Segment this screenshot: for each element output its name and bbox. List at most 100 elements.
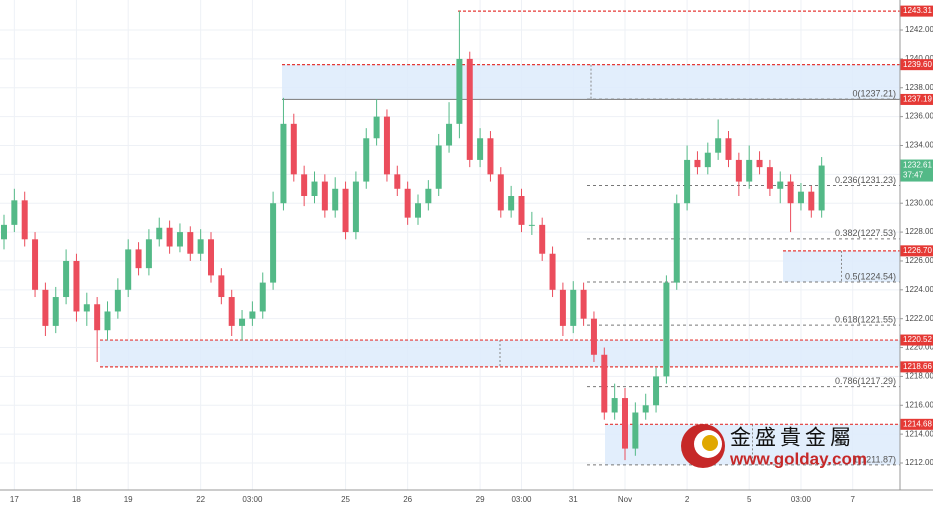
watermark-title: 金盛貴金屬: [730, 427, 855, 450]
x-tick-label: 29: [476, 495, 485, 504]
x-tick-label: 25: [341, 495, 350, 504]
candle-body: [187, 232, 194, 254]
candle-body: [622, 398, 628, 449]
candle-body: [83, 304, 90, 312]
y-tick-label: 1238.00: [905, 83, 933, 92]
y-tick-label: 1218.00: [905, 372, 933, 381]
candle-body: [21, 200, 28, 240]
candle-body: [663, 282, 670, 377]
candles: [1, 11, 825, 461]
candle-body: [818, 165, 825, 211]
candle-body: [642, 405, 649, 413]
candle-body: [280, 123, 287, 204]
candle-body: [797, 191, 804, 204]
candle-body: [518, 196, 525, 225]
candle-body: [539, 224, 546, 254]
candle-body: [435, 145, 442, 189]
candle-body: [52, 297, 59, 326]
candle-body: [777, 181, 784, 189]
price-level-tag: [900, 245, 933, 257]
candle-body: [311, 181, 318, 196]
candle-body: [756, 159, 763, 168]
y-tick-label: 1242.00: [905, 25, 933, 34]
candle-body: [249, 311, 256, 319]
y-tick-label: 1214.00: [905, 429, 933, 438]
candle-body: [176, 232, 183, 247]
candle-body: [259, 282, 266, 312]
x-tick-label: 7: [850, 495, 855, 504]
candle-body: [766, 167, 773, 189]
levels: 0(1237.21) 0.236(1231.23) 0.382(1227.53) 0.…: [100, 10, 900, 466]
candle-body: [725, 138, 732, 160]
price-axis: 1212.00 1214.00 1216.00 1218.00 1220.00 1222.…: [900, 5, 933, 467]
candle-body: [694, 159, 701, 168]
candle-body: [290, 123, 297, 175]
fib-label: 0.236(1231.23): [835, 175, 896, 185]
candle-body: [632, 412, 639, 449]
candle-body: [446, 123, 453, 146]
price-level-label: 1237.19: [903, 95, 932, 104]
candle-body: [653, 376, 660, 406]
x-tick-label: 03:00: [511, 495, 532, 504]
zones: [100, 64, 900, 465]
candle-body: [415, 203, 421, 218]
price-level-tag: [900, 59, 933, 71]
candle-body: [1, 224, 7, 240]
price-level-label: 1243.31: [903, 6, 932, 15]
candle-body: [456, 58, 463, 124]
candle-body: [239, 318, 246, 326]
x-tick-label: 18: [72, 495, 81, 504]
y-tick-label: 1222.00: [905, 314, 933, 323]
candle-body: [156, 227, 163, 240]
y-tick-label: 1216.00: [905, 400, 933, 409]
candle-body: [352, 181, 359, 233]
y-tick-label: 1220.00: [905, 343, 933, 352]
y-tick-label: 1212.00: [905, 458, 933, 467]
candle-body: [94, 304, 101, 331]
x-tick-label: 22: [196, 495, 205, 504]
candle-body: [559, 289, 566, 326]
candle-body: [383, 116, 390, 175]
y-tick-label: 1228.00: [905, 227, 933, 236]
x-tick-label: Nov: [618, 495, 632, 504]
x-tick-label: 31: [569, 495, 578, 504]
candle-body: [580, 289, 587, 319]
candle-body: [477, 138, 484, 160]
x-tick-label: 2: [685, 495, 690, 504]
candle-body: [208, 239, 214, 276]
price-level-tag: [900, 418, 933, 430]
candle-body: [332, 188, 339, 211]
candle-body: [32, 239, 39, 290]
x-tick-label: 5: [747, 495, 752, 504]
candle-body: [73, 260, 80, 312]
candle-body: [404, 188, 411, 218]
last-price-tag: [900, 159, 933, 182]
fib-label: 0.618(1221.55): [835, 315, 896, 325]
candle-body: [684, 159, 691, 204]
x-tick-label: 19: [124, 495, 133, 504]
y-tick-label: 1234.00: [905, 141, 933, 150]
x-tick-label: 26: [403, 495, 412, 504]
candle-body: [363, 138, 370, 182]
price-level-tag: [900, 361, 933, 373]
candle-body: [808, 191, 815, 211]
watermark: 金盛貴金屬 www.golday.com: [681, 424, 867, 468]
fib-label: 0.382(1227.53): [835, 228, 896, 238]
candle-body: [394, 174, 401, 189]
candle-body: [715, 138, 722, 153]
y-tick-label: 1226.00: [905, 256, 933, 265]
fib-label: 1(1211.87): [853, 454, 896, 464]
candle-body: [497, 174, 504, 211]
candle-body: [735, 159, 742, 182]
logo-coin: [702, 435, 718, 451]
price-level-label: 1220.52: [903, 335, 932, 344]
price-level-label: 1226.70: [903, 246, 932, 255]
candle-body: [218, 275, 225, 298]
candle-body: [342, 188, 349, 233]
x-tick-label: 03:00: [242, 495, 263, 504]
y-tick-label: 1236.00: [905, 112, 933, 121]
candle-body: [114, 289, 121, 312]
candle-body: [601, 354, 608, 413]
candle-body: [487, 138, 494, 175]
candle-body: [746, 159, 753, 182]
